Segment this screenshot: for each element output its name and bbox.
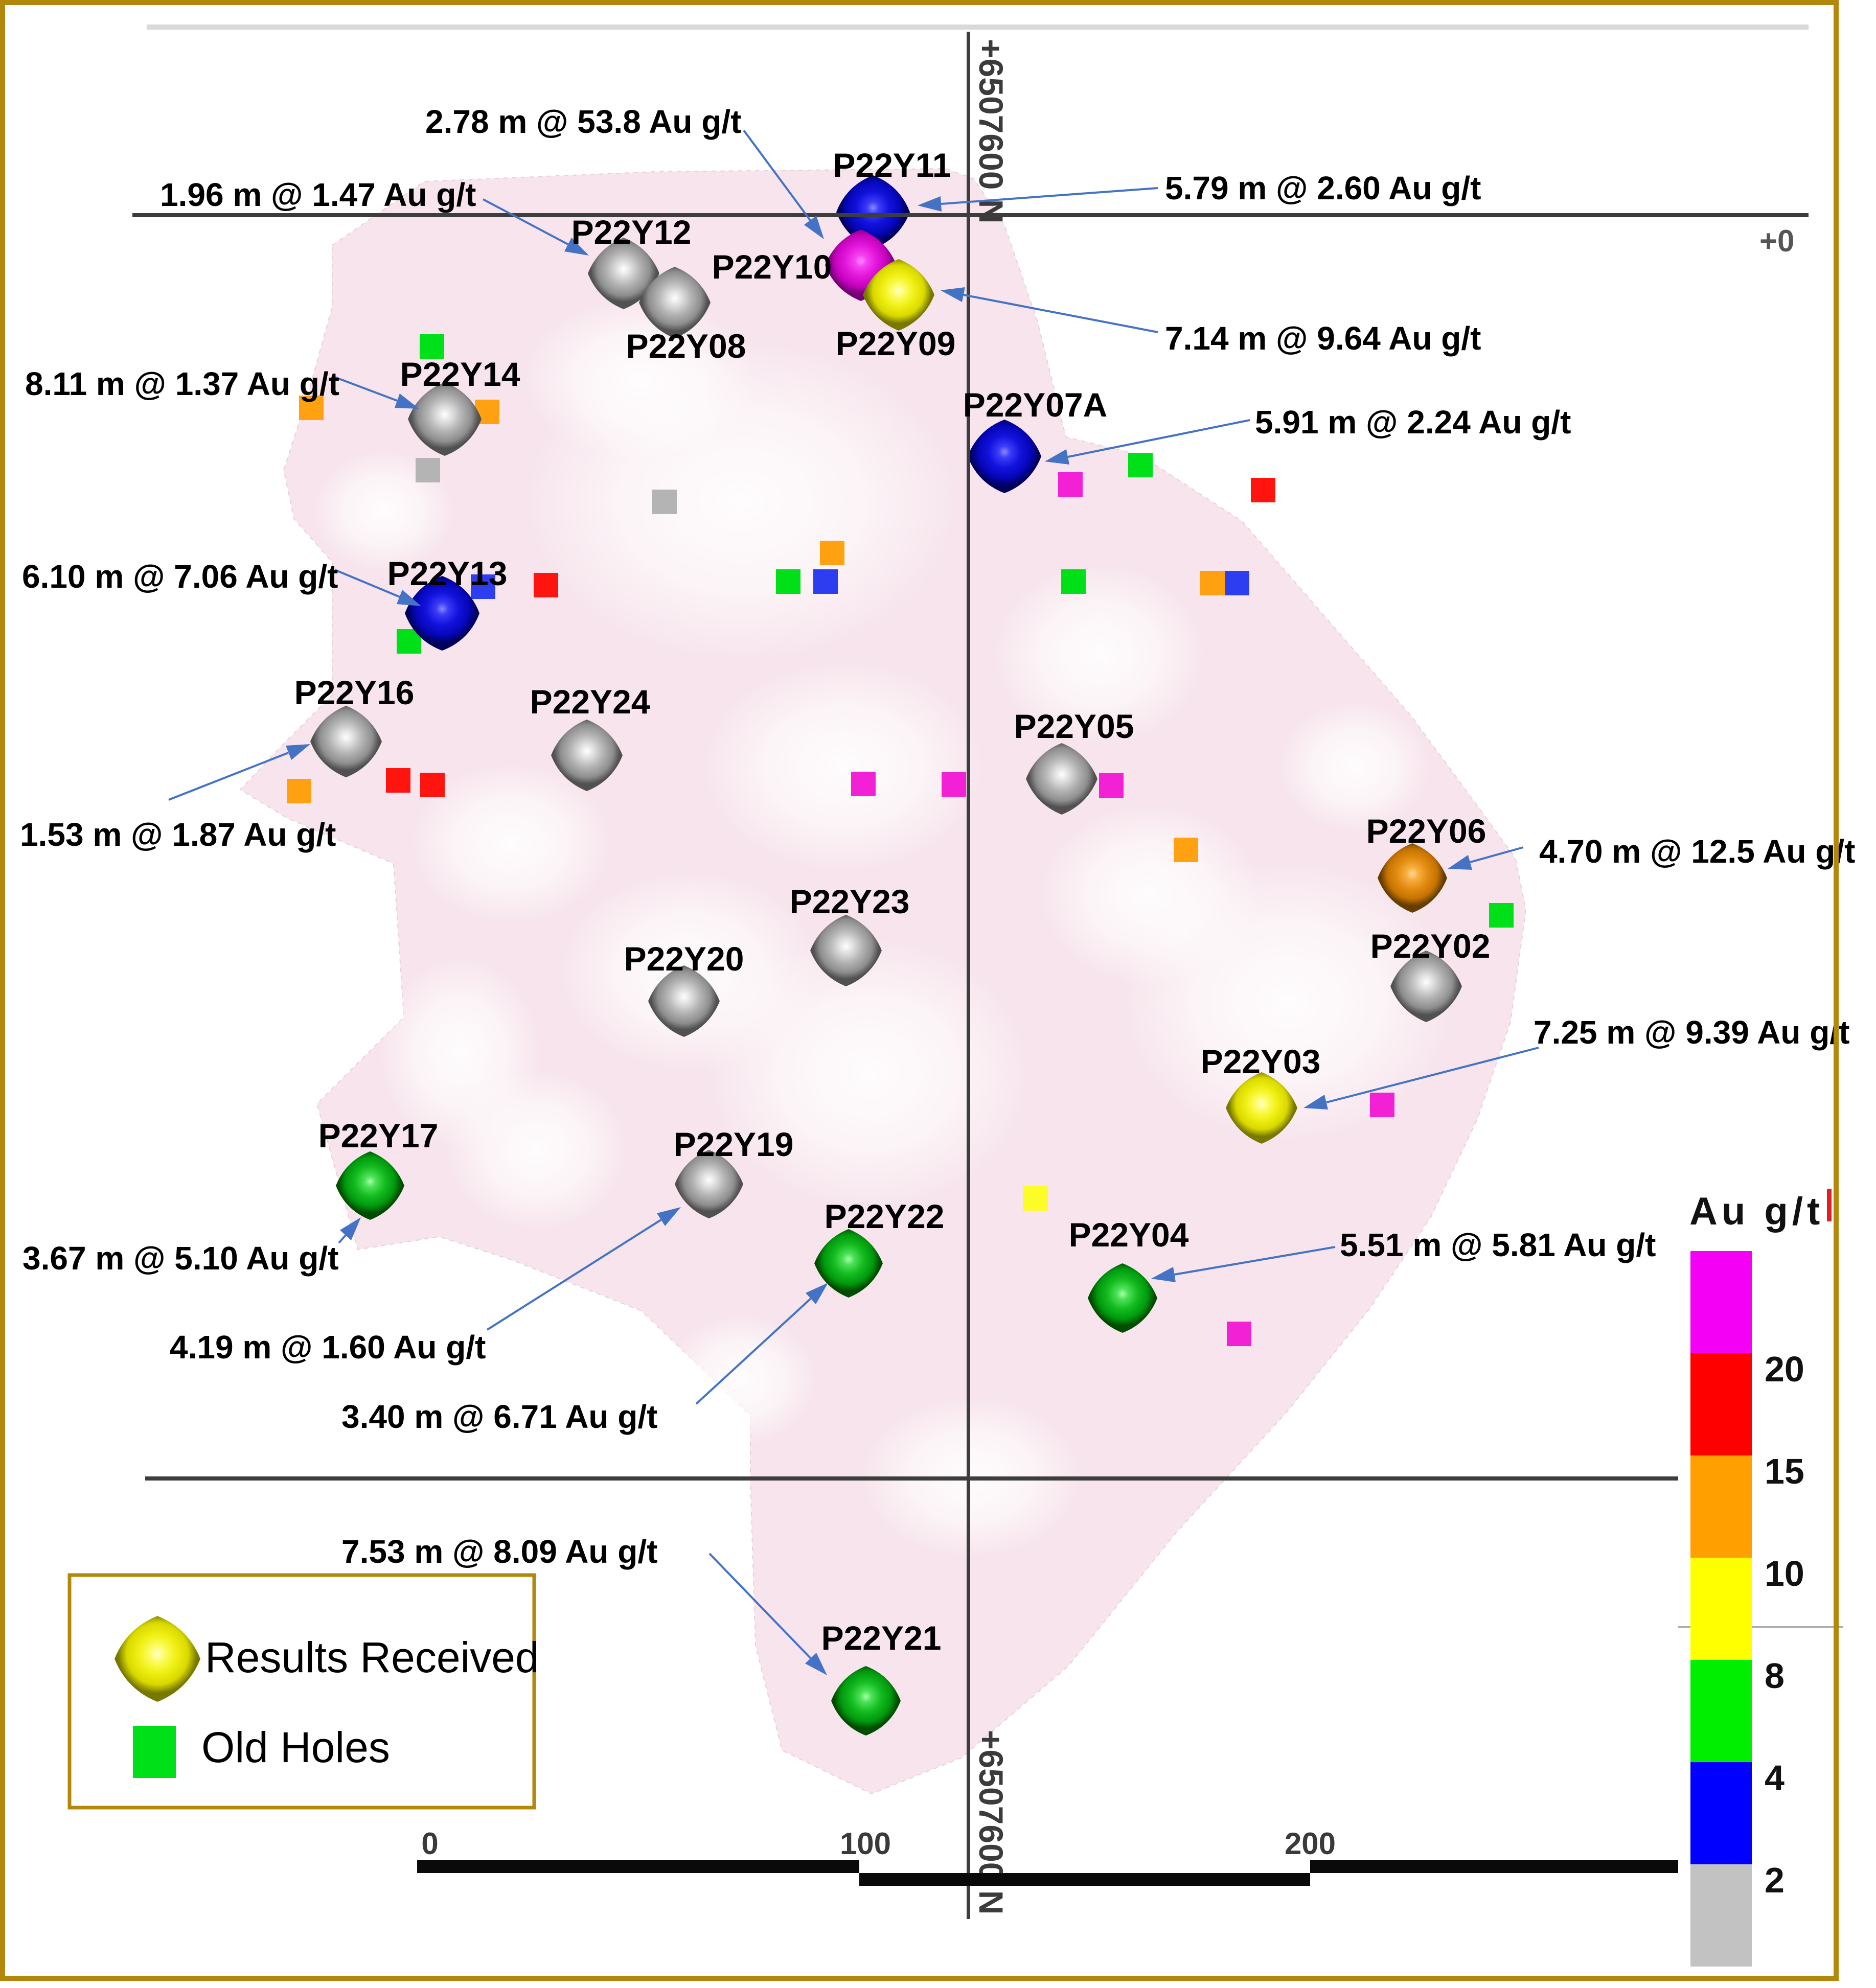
svg-text:Results Received: Results Received [205, 1633, 539, 1681]
svg-text:4.19 m @ 1.60 Au g/t: 4.19 m @ 1.60 Au g/t [170, 1329, 486, 1366]
svg-text:P22Y24: P22Y24 [530, 683, 650, 721]
svg-text:1.53 m @ 1.87 Au g/t: 1.53 m @ 1.87 Au g/t [20, 816, 336, 853]
svg-text:P22Y10: P22Y10 [712, 248, 832, 286]
svg-text:+0: +0 [1759, 224, 1794, 258]
svg-text:4: 4 [1765, 1758, 1785, 1798]
svg-text:8.11 m @ 1.37 Au g/t: 8.11 m @ 1.37 Au g/t [25, 365, 339, 402]
svg-text:100: 100 [840, 1827, 891, 1861]
svg-text:P22Y11: P22Y11 [833, 146, 951, 184]
svg-text:6.10 m @ 7.06 Au g/t: 6.10 m @ 7.06 Au g/t [22, 558, 338, 595]
svg-text:P22Y13: P22Y13 [387, 554, 508, 592]
svg-text:20: 20 [1765, 1349, 1804, 1389]
svg-text:P22Y09: P22Y09 [836, 325, 956, 362]
svg-text:P22Y03: P22Y03 [1201, 1043, 1321, 1080]
svg-text:P22Y12: P22Y12 [571, 213, 692, 251]
svg-text:0: 0 [421, 1827, 438, 1861]
svg-text:P22Y16: P22Y16 [294, 674, 415, 711]
svg-text:P22Y20: P22Y20 [624, 940, 744, 978]
svg-text:5.51 m @ 5.81 Au g/t: 5.51 m @ 5.81 Au g/t [1340, 1227, 1656, 1263]
svg-text:2: 2 [1765, 1860, 1785, 1900]
svg-text:3.40 m @ 6.71 Au g/t: 3.40 m @ 6.71 Au g/t [341, 1398, 657, 1435]
svg-text:+6507600 N: +6507600 N [972, 39, 1010, 224]
svg-text:P22Y14: P22Y14 [400, 355, 520, 393]
svg-text:15: 15 [1765, 1451, 1804, 1491]
svg-text:P22Y08: P22Y08 [626, 327, 746, 365]
svg-text:7.14 m @ 9.64 Au g/t: 7.14 m @ 9.64 Au g/t [1165, 320, 1481, 357]
svg-text:P22Y17: P22Y17 [318, 1117, 439, 1154]
svg-text:3.67 m @ 5.10 Au g/t: 3.67 m @ 5.10 Au g/t [22, 1240, 338, 1277]
svg-text:5.91 m @ 2.24 Au g/t: 5.91 m @ 2.24 Au g/t [1255, 404, 1571, 441]
svg-text:2.78 m @ 53.8 Au g/t: 2.78 m @ 53.8 Au g/t [425, 103, 741, 140]
svg-text:P22Y06: P22Y06 [1366, 812, 1486, 850]
svg-text:10: 10 [1765, 1554, 1804, 1593]
svg-text:P22Y23: P22Y23 [790, 883, 910, 920]
svg-text:P22Y02: P22Y02 [1370, 927, 1491, 965]
svg-text:7.53 m @ 8.09 Au g/t: 7.53 m @ 8.09 Au g/t [341, 1533, 657, 1570]
svg-text:4.70 m @ 12.5 Au g/t: 4.70 m @ 12.5 Au g/t [1539, 833, 1855, 870]
svg-text:Old Holes: Old Holes [201, 1723, 390, 1771]
svg-text:P22Y21: P22Y21 [821, 1619, 942, 1657]
svg-text:7.25 m @ 9.39 Au g/t: 7.25 m @ 9.39 Au g/t [1534, 1014, 1849, 1051]
svg-text:+6507600 N: +6507600 N [972, 1730, 1010, 1915]
svg-text:P22Y04: P22Y04 [1069, 1216, 1189, 1254]
svg-text:Au g/t: Au g/t [1689, 1190, 1824, 1233]
svg-text:5.79 m @ 2.60 Au g/t: 5.79 m @ 2.60 Au g/t [1165, 170, 1481, 206]
svg-text:P22Y22: P22Y22 [825, 1197, 945, 1235]
svg-text:P22Y19: P22Y19 [674, 1125, 794, 1163]
svg-text:P22Y07A: P22Y07A [963, 386, 1108, 424]
svg-text:1.96 m @ 1.47 Au g/t: 1.96 m @ 1.47 Au g/t [160, 176, 476, 213]
svg-text:8: 8 [1765, 1656, 1785, 1696]
svg-text:200: 200 [1285, 1827, 1336, 1861]
svg-text:P22Y05: P22Y05 [1014, 707, 1134, 745]
